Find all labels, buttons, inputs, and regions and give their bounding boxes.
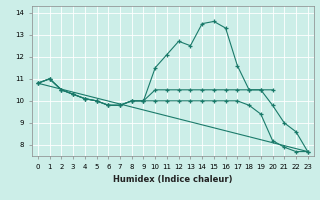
X-axis label: Humidex (Indice chaleur): Humidex (Indice chaleur) (113, 175, 233, 184)
